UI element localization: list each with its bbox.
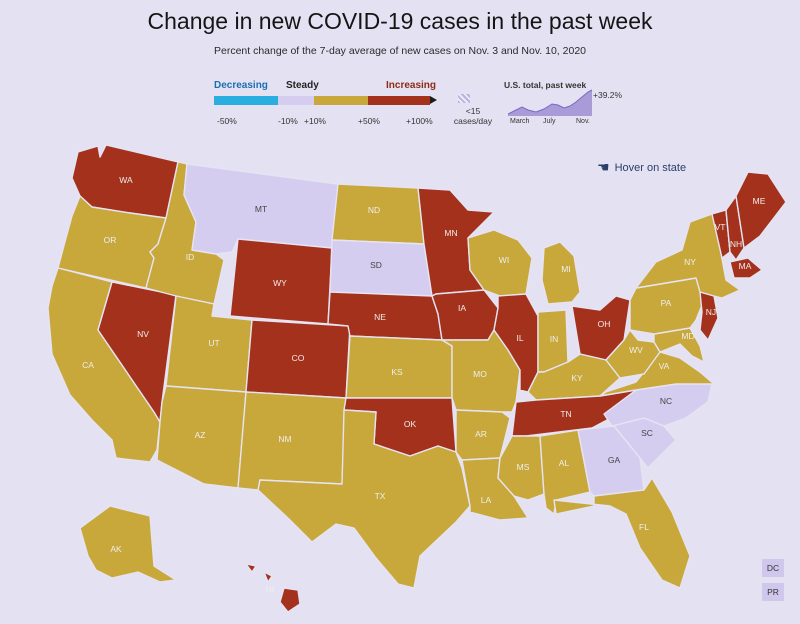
state-ak[interactable]: [79, 505, 177, 583]
state-label-il: IL: [516, 333, 523, 343]
state-label-va: VA: [659, 361, 670, 371]
legend-increasing-label: Increasing: [386, 80, 437, 91]
state-label-ny: NY: [684, 257, 696, 267]
state-label-nh: NH: [730, 239, 742, 249]
legend-us-total-value: +39.2%: [593, 90, 623, 100]
state-ia[interactable]: [431, 289, 499, 341]
state-label-in: IN: [550, 334, 559, 344]
state-label-id: ID: [186, 252, 195, 262]
state-label-sc: SC: [641, 428, 653, 438]
spark-month: March: [510, 118, 530, 125]
legend-bar-increasing-50: [314, 96, 368, 105]
hover-hint: ☚ Hover on state: [597, 159, 686, 176]
state-label-tx: TX: [375, 491, 386, 501]
state-label-ms: MS: [517, 462, 530, 472]
legend-tick: -50%: [217, 116, 237, 126]
state-nm[interactable]: [237, 391, 347, 491]
state-label-co: CO: [292, 353, 305, 363]
state-me[interactable]: [735, 171, 787, 249]
state-label-ga: GA: [608, 455, 621, 465]
state-label-la: LA: [481, 495, 492, 505]
state-label-sd: SD: [370, 260, 382, 270]
state-label-wi: WI: [499, 255, 509, 265]
state-ma[interactable]: [729, 257, 763, 279]
pointer-hand-icon: ☚: [597, 159, 610, 175]
state-label-nv: NV: [137, 329, 149, 339]
legend-us-total-label: U.S. total, past week: [504, 80, 587, 90]
spark-month: July: [543, 118, 556, 125]
legend-hatch-swatch: [458, 94, 470, 103]
state-label-hi: HI: [266, 584, 275, 594]
state-md[interactable]: [653, 327, 705, 363]
state-label-wy: WY: [273, 278, 287, 288]
spark-month: Nov.: [576, 118, 590, 125]
legend-bar-decreasing: [214, 96, 278, 105]
territory-pr[interactable]: PR: [762, 583, 784, 601]
state-tx[interactable]: [257, 409, 471, 589]
page-subtitle: Percent change of the 7-day average of n…: [213, 45, 587, 57]
state-label-or: OR: [104, 235, 117, 245]
state-label-wv: WV: [629, 345, 643, 355]
state-mi[interactable]: [541, 241, 581, 305]
state-label-ok: OK: [404, 419, 417, 429]
state-il[interactable]: [493, 293, 539, 393]
state-nh[interactable]: [725, 195, 745, 261]
state-label-ca: CA: [82, 360, 94, 370]
state-label-ar: AR: [475, 429, 487, 439]
state-label-al: AL: [559, 458, 570, 468]
state-label-nc: NC: [660, 396, 672, 406]
state-hi[interactable]: [245, 563, 301, 613]
state-label-tn: TN: [560, 409, 571, 419]
legend-tick: +100%: [406, 116, 433, 126]
state-label-nd: ND: [368, 205, 380, 215]
legend-arrow-icon: [430, 96, 437, 104]
territory-dc[interactable]: DC: [762, 559, 784, 577]
state-label-pa: PA: [661, 298, 672, 308]
state-ny[interactable]: [635, 213, 741, 299]
state-label-mt: MT: [255, 204, 267, 214]
us-total-sparkline: [508, 89, 593, 116]
state-label-ks: KS: [391, 367, 403, 377]
state-mo[interactable]: [441, 329, 521, 413]
legend-bar-increasing-100: [368, 96, 430, 105]
state-label-wa: WA: [119, 175, 133, 185]
legend-decreasing-label: Decreasing: [214, 80, 268, 91]
state-label-mo: MO: [473, 369, 487, 379]
state-label-mn: MN: [444, 228, 457, 238]
state-label-ne: NE: [374, 312, 386, 322]
state-label-ak: AK: [110, 544, 122, 554]
state-label-nj: NJ: [706, 307, 716, 317]
legend-tick: +10%: [304, 116, 326, 126]
page-title: Change in new COVID-19 cases in the past…: [147, 8, 653, 34]
legend-steady-label: Steady: [286, 80, 319, 91]
legend-tick: -10%: [278, 116, 298, 126]
state-label-ia: IA: [458, 303, 466, 313]
state-fl[interactable]: [553, 477, 691, 589]
state-label-me: ME: [753, 196, 766, 206]
legend-low-cases-label: <15 cases/day: [453, 106, 493, 126]
state-label-nm: NM: [278, 434, 291, 444]
state-label-mi: MI: [561, 264, 570, 274]
hover-hint-text: Hover on state: [614, 161, 687, 174]
state-label-oh: OH: [598, 319, 611, 329]
legend-tick: +50%: [358, 116, 380, 126]
state-label-az: AZ: [195, 430, 206, 440]
state-label-md: MD: [681, 331, 694, 341]
legend-bar-steady: [278, 96, 314, 105]
state-label-ky: KY: [571, 373, 583, 383]
state-label-vt: VT: [715, 222, 726, 232]
state-label-ut: UT: [208, 338, 219, 348]
state-label-fl: FL: [639, 522, 649, 532]
state-label-ma: MA: [739, 261, 752, 271]
